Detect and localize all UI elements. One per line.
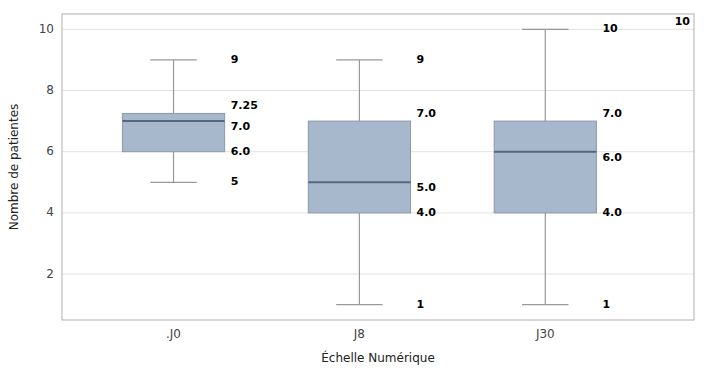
whisker-high [173, 60, 174, 114]
y-tick-label: 2 [46, 267, 54, 281]
data-label: 10 [602, 22, 618, 35]
box-group [494, 29, 596, 304]
data-label: 5.0 [417, 181, 437, 194]
y-axis-label: Nombre de patientes [7, 104, 21, 231]
chart: 2 4 6 8 10 9 7.25 7.0 6.0 5 9 7.0 5.0 4.0 1 10 7.0 6.0 4.0… [0, 0, 710, 372]
x-tick-label: J30 [535, 327, 555, 341]
data-label: 7.25 [231, 99, 258, 112]
whisker-low [173, 152, 174, 183]
grid-line [62, 90, 694, 91]
data-label: 7.0 [417, 107, 437, 120]
data-label: 6.0 [231, 145, 251, 158]
median [122, 120, 224, 122]
median [494, 151, 596, 153]
data-label: 5 [231, 175, 239, 188]
box [494, 121, 596, 213]
cap-high [336, 59, 382, 60]
whisker-low [545, 213, 546, 305]
y-tick-label: 8 [46, 83, 54, 97]
median [308, 181, 410, 183]
grid-line [62, 29, 694, 30]
annotation: 10 [675, 15, 691, 28]
data-label: 4.0 [602, 206, 622, 219]
x-axis-label: Échelle Numérique [321, 350, 435, 365]
y-tick-label: 6 [46, 144, 54, 158]
data-label: 1 [602, 298, 610, 311]
marks [122, 29, 596, 304]
data-label: 4.0 [417, 206, 437, 219]
y-tick-label: 10 [39, 22, 54, 36]
box-group [122, 60, 224, 182]
plot-frame [62, 14, 694, 320]
box-group [308, 60, 410, 305]
cap-low [336, 304, 382, 305]
data-label: 7.0 [602, 107, 622, 120]
cap-low [522, 304, 568, 305]
x-tick-label: J8 [353, 327, 365, 341]
grid [62, 29, 694, 274]
data-label: 9 [231, 53, 239, 66]
data-label: 9 [417, 53, 425, 66]
y-tick-label: 4 [46, 205, 54, 219]
whisker-high [359, 60, 360, 121]
grid-line [62, 274, 694, 275]
x-tick-label: .J0 [166, 327, 181, 341]
cap-high [150, 59, 196, 60]
whisker-low [359, 213, 360, 305]
data-label: 1 [417, 298, 425, 311]
cap-low [150, 182, 196, 183]
box [308, 121, 410, 213]
whisker-high [545, 29, 546, 121]
cap-high [522, 29, 568, 30]
data-labels: 9 7.25 7.0 6.0 5 9 7.0 5.0 4.0 1 10 7.0 6.0 4.0 1 [231, 22, 623, 310]
box [122, 113, 224, 151]
data-label: 6.0 [602, 151, 622, 164]
data-label: 7.0 [231, 120, 251, 133]
